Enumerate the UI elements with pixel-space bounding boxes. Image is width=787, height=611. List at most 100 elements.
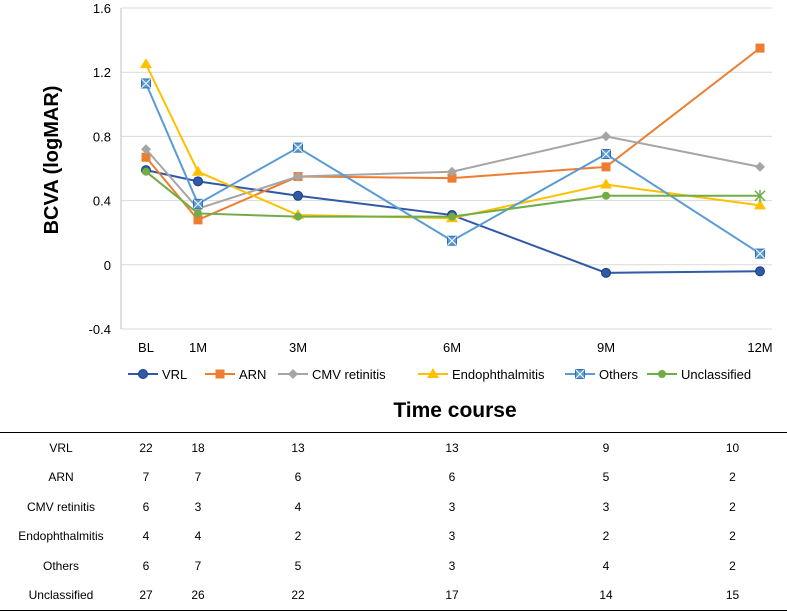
- series-group: [140, 43, 766, 278]
- data-point: [601, 162, 611, 172]
- y-axis-label: BCVA (logMAR): [41, 86, 63, 235]
- table-cell: 4: [602, 558, 610, 573]
- y-tick-label: 0.8: [93, 129, 111, 144]
- data-point: [293, 171, 303, 182]
- data-point: [602, 191, 610, 200]
- table-cell: 15: [678, 580, 787, 611]
- table-cell: 2: [729, 529, 736, 544]
- table-cell: 2: [294, 529, 302, 544]
- series-unclassified: [142, 167, 766, 221]
- y-tick-label: 1.6: [93, 1, 111, 16]
- table-cell: 13: [226, 432, 370, 463]
- table-cell: 6: [448, 470, 456, 485]
- data-point: [141, 78, 151, 89]
- table-cell: 2: [729, 558, 736, 573]
- table-row: Unclassified 27 26 22 17 14 15: [0, 580, 787, 611]
- data-point: [754, 189, 766, 202]
- patient-count-table: VRL 22 18 13 13 9 10 ARN 7 7 6 6 5 2 CMV retinitis 6 3 4 3…: [0, 432, 787, 611]
- data-point: [193, 176, 203, 187]
- table-cell: 17: [370, 580, 534, 611]
- legend-marker: [288, 369, 298, 379]
- table-cell: 13: [370, 432, 534, 463]
- data-point: [754, 199, 766, 210]
- data-point: [141, 144, 151, 155]
- table-cell: 7: [194, 558, 202, 573]
- legend-marker: [215, 369, 225, 379]
- y-tick-label: -0.4: [89, 322, 111, 337]
- x-tick-label: 3M: [289, 340, 307, 355]
- y-tick-label: 0: [104, 258, 111, 273]
- row-label: VRL: [0, 432, 122, 463]
- legend-item: Others: [565, 367, 639, 382]
- x-tick-label: 12M: [747, 340, 772, 355]
- legend-label: ARN: [239, 367, 266, 382]
- legend-label: VRL: [162, 367, 187, 382]
- data-point: [294, 212, 302, 221]
- data-point: [447, 173, 457, 183]
- series-cmv-retinitis: [141, 131, 765, 214]
- legend-item: Endophthalmitis: [418, 367, 545, 382]
- legend-marker: [658, 370, 666, 378]
- x-tick-label: BL: [138, 340, 154, 355]
- bcva-line-chart: -0.4 0 0.4 0.8 1.2 1.6 BL 1M 3M 6M 9M 12M BCVA (lo…: [41, 1, 773, 420]
- table-cell: 7: [142, 470, 150, 485]
- data-point: [293, 142, 303, 153]
- table-cell: 3: [448, 558, 456, 573]
- x-tick-label: 6M: [443, 340, 461, 355]
- table-row: CMV retinitis 6 3 4 3 3 2: [0, 492, 787, 522]
- legend-label: Endophthalmitis: [452, 367, 545, 382]
- data-point: [755, 43, 765, 53]
- row-label: CMV retinitis: [26, 499, 95, 514]
- series-line: [145, 170, 760, 218]
- table-cell: 3: [194, 499, 202, 514]
- data-point: [194, 209, 202, 218]
- x-tick-label: 1M: [189, 340, 207, 355]
- series-line: [145, 47, 761, 222]
- table-cell: 22: [122, 432, 170, 463]
- data-point: [142, 167, 150, 176]
- table-cell: 3: [448, 499, 456, 514]
- table-cell: 27: [122, 580, 170, 611]
- legend-item: Unclassified: [647, 367, 751, 382]
- legend-label: Unclassified: [681, 367, 751, 382]
- table-cell: 5: [602, 470, 610, 485]
- table-cell: 4: [194, 529, 202, 544]
- data-point: [601, 149, 611, 160]
- data-point: [601, 267, 611, 278]
- table-cell: 2: [729, 499, 736, 514]
- y-tick-label: 1.2: [93, 65, 111, 80]
- series-vrl: [141, 165, 765, 278]
- table-cell: 4: [294, 499, 302, 514]
- table-cell: 2: [602, 529, 610, 544]
- data-point: [600, 178, 612, 189]
- row-label: Others: [42, 558, 79, 573]
- data-point: [293, 190, 303, 201]
- legend-marker: [427, 368, 439, 378]
- table-cell: 22: [226, 580, 370, 611]
- gridlines: [120, 7, 772, 330]
- data-point: [192, 165, 204, 176]
- data-point: [448, 212, 456, 221]
- legend-marker: [575, 369, 585, 379]
- series-line: [145, 169, 761, 274]
- legend-item: ARN: [205, 367, 266, 382]
- data-point: [755, 248, 765, 259]
- table-row: Others 6 7 5 3 4 2: [0, 551, 787, 581]
- table-cell: 10: [678, 432, 787, 463]
- table-cell: 6: [142, 499, 150, 514]
- table-cell: 14: [534, 580, 678, 611]
- x-tick-label: 9M: [597, 340, 615, 355]
- table-cell: 2: [729, 470, 736, 485]
- legend-label: Others: [599, 367, 639, 382]
- data-point: [193, 198, 203, 209]
- table-row: ARN 7 7 6 6 5 2: [0, 463, 787, 493]
- table-row: VRL 22 18 13 13 9 10: [0, 432, 787, 463]
- table-cell: 6: [142, 558, 150, 573]
- row-label: ARN: [48, 470, 74, 485]
- table-row: Endophthalmitis 4 4 2 3 2 2: [0, 522, 787, 552]
- data-point: [447, 166, 457, 177]
- data-point: [755, 161, 765, 172]
- data-point: [755, 266, 765, 277]
- row-label: Endophthalmitis: [18, 529, 104, 544]
- table-cell: 6: [294, 470, 302, 485]
